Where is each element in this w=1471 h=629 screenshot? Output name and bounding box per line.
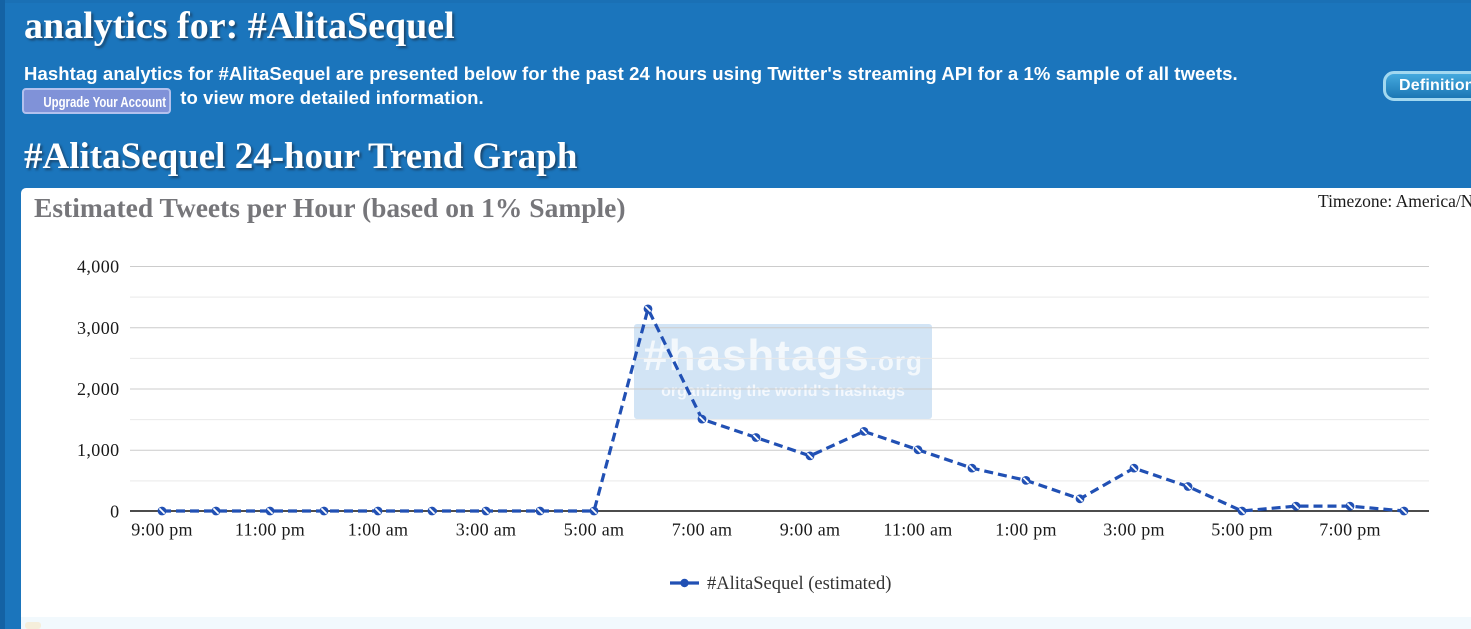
svg-text:4,000: 4,000 (77, 257, 120, 277)
svg-text:11:00 am: 11:00 am (883, 520, 952, 540)
svg-text:9:00 pm: 9:00 pm (131, 520, 193, 540)
svg-text:3:00 pm: 3:00 pm (1103, 520, 1165, 540)
svg-text:11:00 pm: 11:00 pm (235, 520, 305, 540)
svg-text:1:00 pm: 1:00 pm (995, 520, 1057, 540)
svg-text:1,000: 1,000 (77, 440, 120, 460)
svg-text:3,000: 3,000 (77, 318, 120, 338)
svg-text:3:00 am: 3:00 am (456, 520, 517, 540)
svg-text:9:00 am: 9:00 am (780, 520, 841, 540)
svg-text:5:00 pm: 5:00 pm (1211, 520, 1273, 540)
svg-text:7:00 pm: 7:00 pm (1319, 520, 1381, 540)
svg-text:2,000: 2,000 (77, 379, 120, 399)
svg-text:0: 0 (110, 502, 119, 522)
svg-text:1:00 am: 1:00 am (348, 520, 409, 540)
svg-text:7:00 am: 7:00 am (672, 520, 733, 540)
svg-text:5:00 am: 5:00 am (564, 520, 625, 540)
svg-text:#AlitaSequel (estimated): #AlitaSequel (estimated) (707, 574, 891, 594)
